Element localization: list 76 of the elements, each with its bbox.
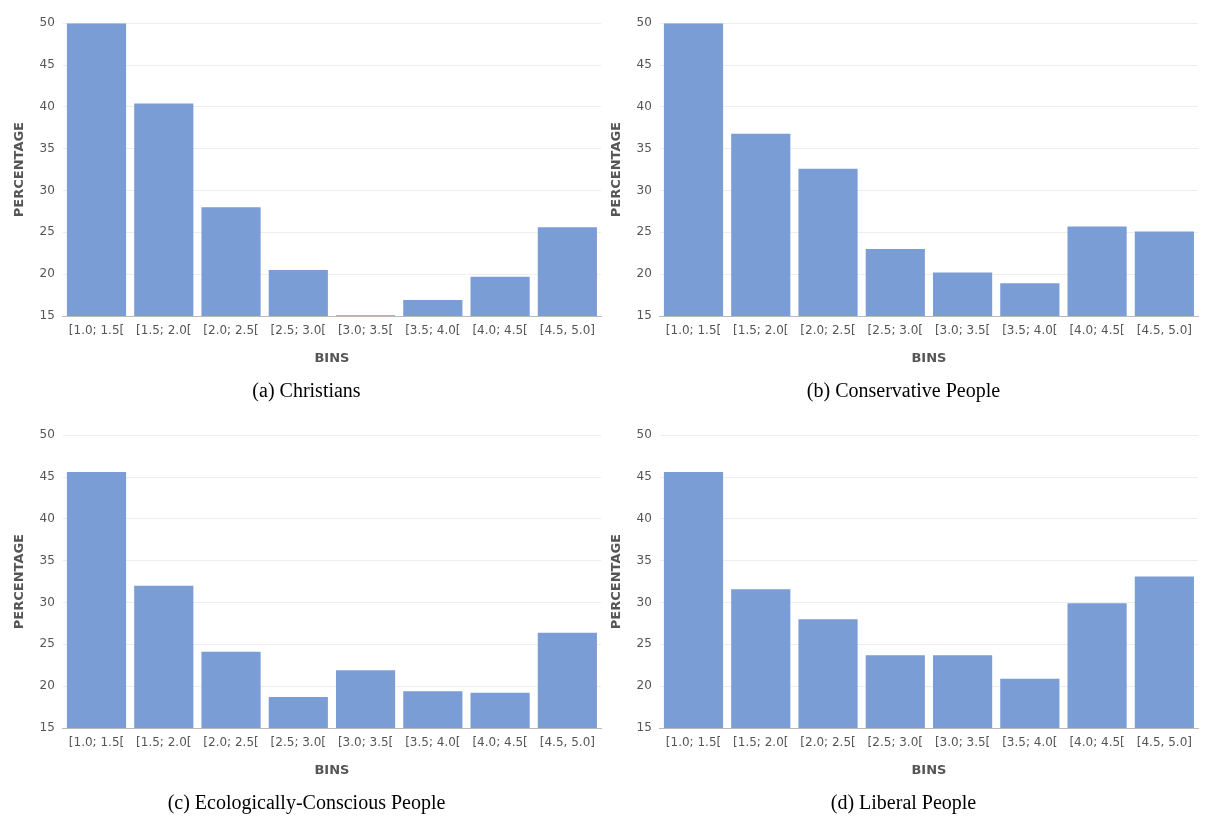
y-tick-label: 20: [636, 678, 652, 693]
x-tick-label: [4.0; 4.5[: [1069, 323, 1125, 338]
x-tick-label: [2.0; 2.5[: [800, 735, 856, 750]
x-axis-title: BINS: [314, 349, 350, 365]
y-tick-label: 35: [636, 552, 652, 567]
x-tick-label: [3.5; 4.0[: [405, 735, 461, 750]
text: (d) Liberal People: [829, 790, 978, 816]
x-tick-label: [1.0; 1.5[: [68, 735, 125, 750]
x-tick-label: [3.0; 3.5[: [337, 735, 394, 750]
y-tick-label: 25: [39, 636, 55, 651]
y-tick-label: 20: [39, 266, 55, 281]
x-axis-title: BINS: [911, 761, 947, 777]
y-tick-label: 40: [39, 510, 55, 525]
x-axis-title: BINS: [911, 349, 947, 365]
y-tick-label: 50: [39, 427, 55, 442]
y-tick-label: 30: [39, 594, 55, 609]
y-tick-label: 20: [39, 678, 55, 693]
y-tick-label: 30: [636, 594, 652, 609]
x-tick-label: [4.5, 5.0]: [1136, 323, 1192, 338]
x-tick-label: [1.0; 1.5[: [665, 735, 722, 750]
y-tick-label: 15: [39, 308, 55, 323]
y-tick-label: 15: [39, 720, 55, 735]
y-tick-label: 20: [636, 266, 652, 281]
x-tick-label: [2.5; 3.0[: [270, 323, 326, 338]
x-tick-label: [1.5; 2.0[: [136, 735, 192, 750]
x-tick-label: [1.5; 2.0[: [733, 735, 789, 750]
text: (c) Ecologically-Conscious People: [166, 790, 447, 816]
y-tick-label: 50: [636, 427, 652, 442]
y-tick-label: 45: [39, 469, 55, 484]
x-tick-label: [2.0; 2.5[: [203, 323, 259, 338]
x-tick-label: [1.5; 2.0[: [136, 323, 192, 338]
text: (b) Conservative People: [805, 378, 1002, 404]
x-tick-label: [2.0; 2.5[: [203, 735, 259, 750]
y-tick-label: 35: [39, 552, 55, 567]
y-tick-label: 30: [39, 182, 55, 197]
x-tick-label: [4.0; 4.5[: [1069, 735, 1125, 750]
y-axis-title: PERCENTAGE: [11, 122, 27, 218]
y-axis-title: PERCENTAGE: [608, 534, 624, 630]
y-tick-label: 40: [636, 510, 652, 525]
x-tick-label: [4.0; 4.5[: [472, 323, 528, 338]
y-tick-label: 25: [636, 636, 652, 651]
x-tick-label: [3.5; 4.0[: [405, 323, 461, 338]
x-tick-label: [2.0; 2.5[: [800, 323, 856, 338]
x-tick-label: [3.0; 3.5[: [934, 323, 991, 338]
x-tick-label: [1.0; 1.5[: [68, 323, 125, 338]
text: (a) Christians: [251, 378, 362, 403]
x-tick-label: [4.5, 5.0]: [1136, 735, 1192, 750]
x-tick-label: [1.0; 1.5[: [665, 323, 722, 338]
y-tick-label: 45: [636, 469, 652, 484]
y-tick-label: 30: [636, 182, 652, 197]
y-tick-label: 15: [636, 720, 652, 735]
y-tick-label: 50: [39, 15, 55, 30]
y-tick-label: 45: [636, 57, 652, 72]
x-tick-label: [3.5; 4.0[: [1002, 735, 1058, 750]
x-tick-label: [3.0; 3.5[: [934, 735, 991, 750]
x-tick-label: [2.5; 3.0[: [867, 323, 923, 338]
x-tick-label: [4.5, 5.0]: [539, 735, 595, 750]
x-tick-label: [4.0; 4.5[: [472, 735, 528, 750]
y-tick-label: 25: [39, 224, 55, 239]
x-axis-title: BINS: [314, 761, 350, 777]
y-tick-label: 50: [636, 15, 652, 30]
y-tick-label: 35: [39, 140, 55, 155]
x-tick-label: [2.5; 3.0[: [270, 735, 326, 750]
x-tick-label: [4.5, 5.0]: [539, 323, 595, 338]
x-tick-label: [1.5; 2.0[: [733, 323, 789, 338]
y-tick-label: 25: [636, 224, 652, 239]
y-tick-label: 15: [636, 308, 652, 323]
x-tick-label: [2.5; 3.0[: [867, 735, 923, 750]
x-tick-label: [3.5; 4.0[: [1002, 323, 1058, 338]
y-tick-label: 45: [39, 57, 55, 72]
y-axis-title: PERCENTAGE: [11, 534, 27, 630]
y-axis-title: PERCENTAGE: [608, 122, 624, 218]
y-tick-label: 35: [636, 140, 652, 155]
y-tick-label: 40: [39, 98, 55, 113]
x-tick-label: [3.0; 3.5[: [337, 323, 394, 338]
y-tick-label: 40: [636, 98, 652, 113]
